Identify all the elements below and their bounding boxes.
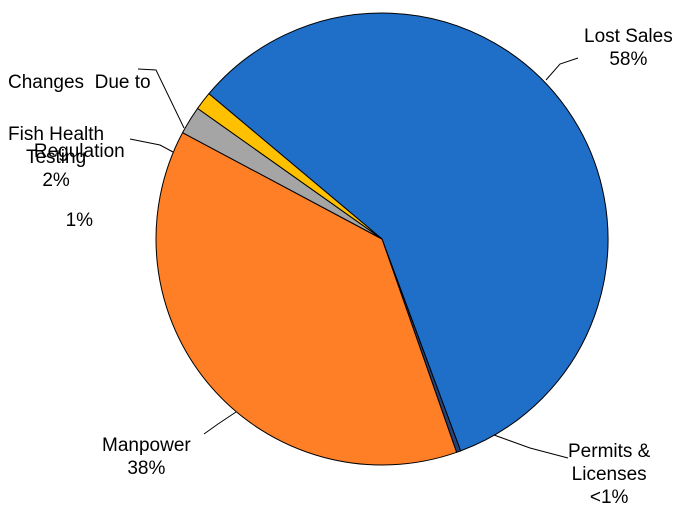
label-permits-line1: Permits & [568, 441, 651, 462]
leader-line-regulation [137, 68, 185, 129]
label-lost-sales-pct: 58% [609, 49, 648, 70]
label-permits-line2: Licenses [571, 464, 647, 485]
label-fish-health-line1: Fish Health [8, 124, 105, 145]
leader-line-lost-sales [545, 57, 579, 81]
label-regulation: Changes Due to Regulation 1% [8, 25, 151, 255]
pie-slice-lost-sales [208, 12, 609, 452]
pie-slice-manpower [155, 132, 458, 466]
label-lost-sales-name: Lost Sales [584, 26, 673, 47]
label-regulation-line2: Regulation [33, 141, 125, 162]
label-lost-sales: Lost Sales 58% [584, 25, 673, 71]
label-regulation-line1: Changes Due to [8, 72, 151, 93]
leader-line-manpower [203, 411, 237, 435]
label-regulation-pct: 1% [65, 210, 94, 231]
leader-line-permits [493, 434, 569, 459]
label-manpower-pct: 38% [127, 458, 166, 479]
label-fish-health-line2: Testing [25, 147, 87, 168]
label-fish-health: Fish Health Testing 2% [8, 123, 104, 192]
label-fish-health-pct: 2% [42, 170, 70, 191]
pie-slice-changes-due-to-regulation [197, 93, 383, 240]
label-permits-pct: <1% [589, 487, 629, 508]
label-manpower: Manpower 38% [102, 434, 191, 480]
label-manpower-name: Manpower [102, 435, 191, 456]
leader-line-fish-health [129, 138, 174, 153]
label-permits: Permits & Licenses <1% [568, 440, 650, 509]
